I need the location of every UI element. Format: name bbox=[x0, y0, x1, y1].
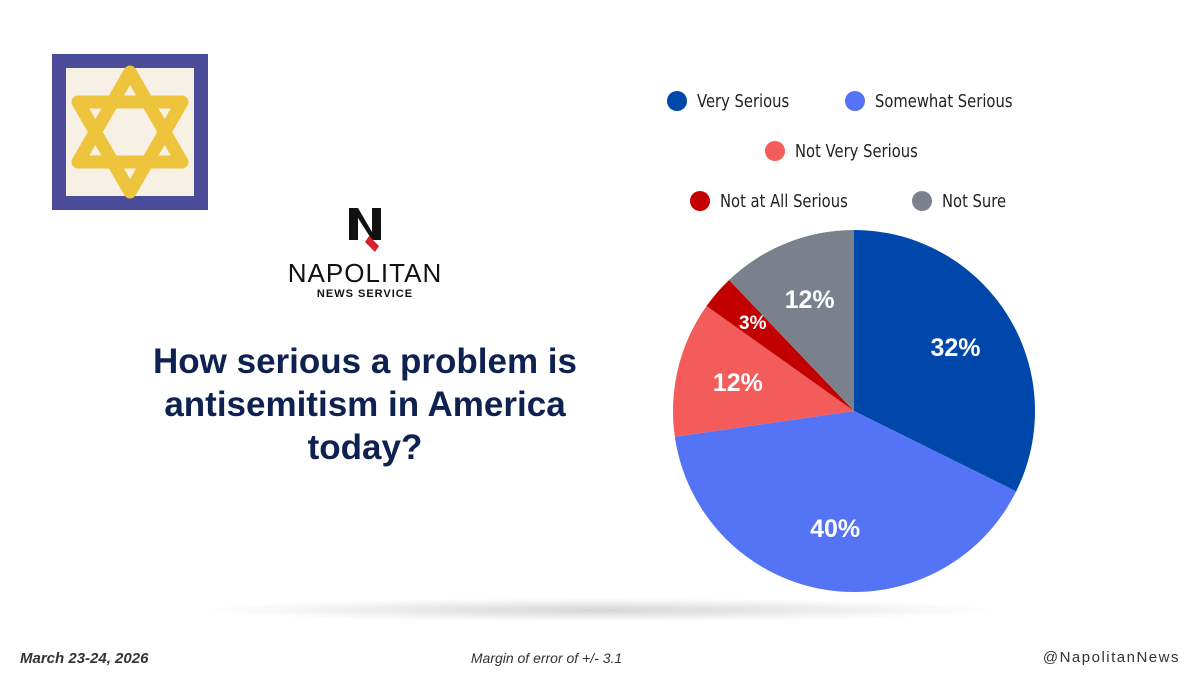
napolitan-n-icon bbox=[349, 208, 381, 252]
chart-title: How serious a problem is antisemitism in… bbox=[100, 340, 630, 469]
data-label-very-serious: 32% bbox=[930, 334, 980, 362]
social-handle: @NapolitanNews bbox=[1042, 649, 1180, 666]
data-label-somewhat-serious: 40% bbox=[810, 515, 860, 543]
brand-subname: NEWS SERVICE bbox=[316, 288, 414, 300]
legend-swatch-very-serious bbox=[666, 91, 687, 111]
data-label-not-very-serious: 12% bbox=[713, 369, 763, 397]
legend-item-very-serious: Very Serious bbox=[666, 90, 809, 112]
napolitan-logo: NAPOLITAN NEWS SERVICE bbox=[280, 206, 450, 306]
title-line-1: How serious a problem is bbox=[153, 342, 577, 381]
data-label-not-sure: 12% bbox=[785, 286, 835, 314]
pie-slice-not-at-all-serious bbox=[706, 280, 854, 411]
legend-label-very-serious: Very Serious bbox=[696, 90, 790, 112]
star-of-david-art bbox=[52, 54, 208, 210]
pie-slice-not-sure bbox=[729, 230, 854, 411]
legend-label-somewhat-serious: Somewhat Serious bbox=[875, 90, 1013, 112]
legend-row: Not at All Serious Not Sure bbox=[620, 176, 1090, 226]
chart-legend: Very Serious Somewhat Serious Not Very Ser… bbox=[620, 76, 1090, 226]
pie-slice-not-very-serious bbox=[673, 306, 854, 437]
legend-swatch-somewhat-serious bbox=[845, 91, 866, 111]
legend-swatch-not-very-serious bbox=[765, 141, 786, 161]
pie-chart: 32% 40% 12% 3% 12% bbox=[673, 230, 1035, 592]
legend-swatch-not-at-all-serious bbox=[690, 191, 710, 211]
legend-label-not-sure: Not Sure bbox=[941, 190, 1006, 212]
poll-date: March 23-24, 2026 bbox=[20, 650, 149, 667]
margin-of-error: Margin of error of +/- 3.1 bbox=[470, 650, 623, 666]
legend-swatch-not-sure bbox=[911, 191, 932, 211]
pie-slice-very-serious bbox=[854, 230, 1035, 492]
legend-item-not-sure: Not Sure bbox=[911, 190, 1020, 212]
legend-label-not-at-all-serious: Not at All Serious bbox=[720, 190, 848, 212]
title-line-3: today? bbox=[307, 428, 423, 467]
legend-row: Very Serious Somewhat Serious bbox=[620, 76, 1090, 126]
data-label-not-at-all-serious: 3% bbox=[739, 313, 767, 334]
pie-slice-somewhat-serious bbox=[674, 411, 1017, 592]
legend-item-somewhat-serious: Somewhat Serious bbox=[845, 91, 1043, 112]
shadow-divider bbox=[200, 598, 1000, 622]
legend-item-not-very-serious: Not Very Serious bbox=[765, 141, 945, 162]
legend-row: Not Very Serious bbox=[620, 126, 1090, 176]
legend-label-not-very-serious: Not Very Serious bbox=[795, 140, 918, 162]
title-line-2: antisemitism in America bbox=[164, 385, 566, 424]
brand-name: NAPOLITAN bbox=[287, 258, 443, 288]
legend-item-not-at-all-serious: Not at All Serious bbox=[690, 191, 876, 212]
